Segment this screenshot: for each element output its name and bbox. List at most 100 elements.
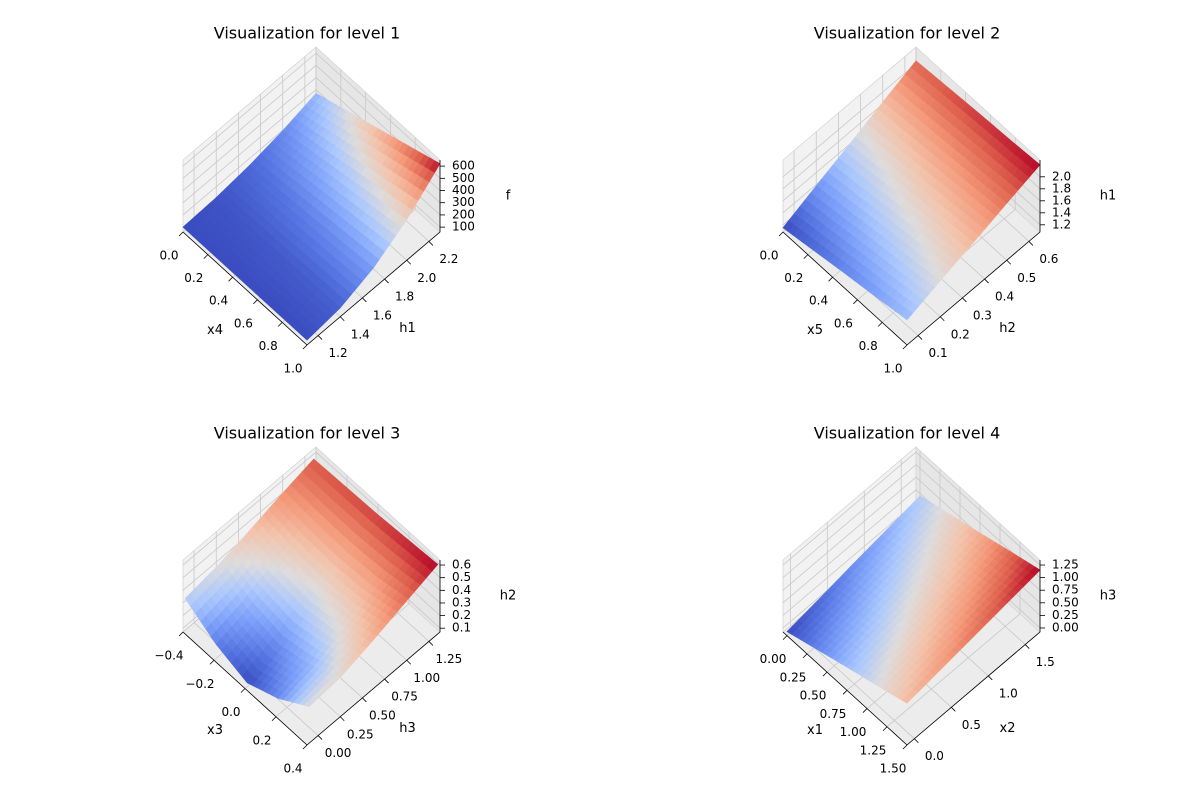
y-tick-label: 0.00 — [325, 746, 352, 760]
x-tick-label: 1.0 — [283, 362, 302, 376]
z-tick-label: 0.6 — [452, 558, 471, 572]
z-tick-label: 0.50 — [1052, 595, 1079, 609]
subplot: Visualization for level 4 0.00 0.25 0.50 0.7… — [760, 424, 1117, 776]
x-tick-label: −0.4 — [154, 649, 183, 663]
z-tick-label: 0.1 — [452, 621, 471, 635]
x-tick-label: 0.00 — [760, 652, 787, 666]
x-tick-label: 0.0 — [759, 249, 778, 263]
y-axis-label: x2 — [1000, 721, 1016, 736]
x-tick-label: 0.4 — [809, 294, 828, 308]
y-tick-label: 0.50 — [369, 708, 396, 722]
y-tick-label: 1.5 — [1036, 655, 1055, 669]
y-tick-label: 1.00 — [413, 671, 440, 685]
z-tick-label: 0.3 — [452, 595, 471, 609]
z-tick-label: 0.4 — [452, 583, 471, 597]
surface-facet — [303, 699, 315, 707]
z-tick-label: 0.2 — [452, 608, 471, 622]
y-tick-label: 1.6 — [373, 308, 392, 322]
y-axis-line — [306, 231, 441, 346]
x-tick — [203, 254, 209, 259]
x-tick — [853, 299, 858, 305]
y-tick — [428, 641, 434, 646]
x-tick — [253, 299, 258, 305]
subplot: Visualization for level 2 0.0 0.2 0.4 0.6 0.8… — [759, 24, 1116, 376]
y-tick — [428, 241, 434, 246]
z-tick-label: 200 — [452, 207, 475, 221]
y-tick — [362, 697, 367, 703]
z-grid-line — [182, 52, 441, 167]
x-tick — [228, 276, 233, 282]
y-tick — [317, 335, 323, 340]
x-tick-label: 0.6 — [834, 316, 853, 330]
y-tick-label: 0.0 — [925, 749, 944, 763]
y-tick-label: 1.4 — [351, 327, 370, 341]
x-tick-label: 0.2 — [184, 271, 203, 285]
surface-facet — [301, 329, 313, 341]
x-tick-label: 0.0 — [221, 705, 240, 719]
y-tick — [406, 659, 412, 665]
x-tick-label: −0.2 — [185, 677, 214, 691]
y-tick-label: 2.0 — [417, 271, 436, 285]
y-grid-line — [789, 553, 915, 740]
z-grid-line — [782, 451, 1041, 566]
x-tick-label: 0.2 — [252, 733, 271, 747]
z-tick-label: 1.00 — [1052, 570, 1079, 584]
z-grid-line — [182, 451, 441, 566]
z-tick-label: 400 — [452, 183, 475, 197]
x-tick-label: 0.75 — [820, 707, 847, 721]
y-tick-label: 0.1 — [929, 346, 948, 360]
z-axis-label: f — [506, 189, 511, 204]
z-tick-label: 0.00 — [1052, 620, 1079, 634]
y-tick — [1006, 259, 1012, 265]
x-tick — [828, 276, 833, 282]
subplot-title: Visualization for level 4 — [814, 424, 1001, 443]
y-tick — [339, 316, 345, 322]
z-tick-label: 1.25 — [1052, 558, 1079, 572]
y-tick-label: 0.6 — [1039, 252, 1058, 266]
x-tick — [778, 231, 784, 237]
x-axis-label: x3 — [207, 723, 223, 738]
y-tick — [917, 335, 923, 340]
y-axis-line — [306, 631, 441, 746]
x-tick — [822, 671, 828, 677]
y-tick — [987, 675, 993, 681]
subplot-title: Visualization for level 1 — [214, 24, 401, 43]
y-tick — [384, 278, 389, 284]
subplot-title: Visualization for level 2 — [814, 24, 1001, 43]
x-tick-label: 1.00 — [840, 725, 867, 739]
x-tick — [271, 716, 277, 722]
y-tick-label: 2.2 — [439, 252, 458, 266]
y-tick — [406, 259, 412, 265]
x-tick-label: 0.50 — [800, 689, 827, 703]
y-tick — [984, 278, 989, 284]
y-tick — [384, 678, 389, 684]
y-axis-label: h1 — [399, 321, 416, 336]
z-tick-label: 1.4 — [1052, 205, 1071, 219]
x-axis-label: x5 — [807, 323, 823, 338]
x-tick — [862, 708, 868, 713]
y-tick — [962, 297, 967, 303]
x-tick-label: 0.2 — [784, 271, 803, 285]
y-tick — [1028, 241, 1034, 246]
x-tick-label: 1.25 — [860, 743, 887, 757]
x-axis-line — [782, 631, 908, 746]
z-tick-label: 500 — [452, 171, 475, 185]
z-axis-label: h3 — [1100, 589, 1117, 604]
y-tick — [362, 297, 367, 303]
subplot: Visualization for level 3−0.4−0.20.00.20… — [154, 424, 516, 776]
y-tick-label: 0.2 — [951, 327, 970, 341]
y-tick-label: 0.25 — [347, 727, 374, 741]
x-tick — [902, 744, 908, 750]
x-tick-label: 0.25 — [780, 670, 807, 684]
y-axis-line — [906, 231, 1041, 346]
y-tick-label: 0.3 — [973, 308, 992, 322]
x-tick — [178, 631, 184, 637]
x-tick-label: 0.4 — [209, 294, 228, 308]
x-tick — [803, 254, 809, 259]
x-tick — [802, 653, 808, 659]
subplot-title: Visualization for level 3 — [214, 424, 401, 443]
x-axis-label: x1 — [807, 723, 823, 738]
x-tick — [302, 344, 308, 350]
